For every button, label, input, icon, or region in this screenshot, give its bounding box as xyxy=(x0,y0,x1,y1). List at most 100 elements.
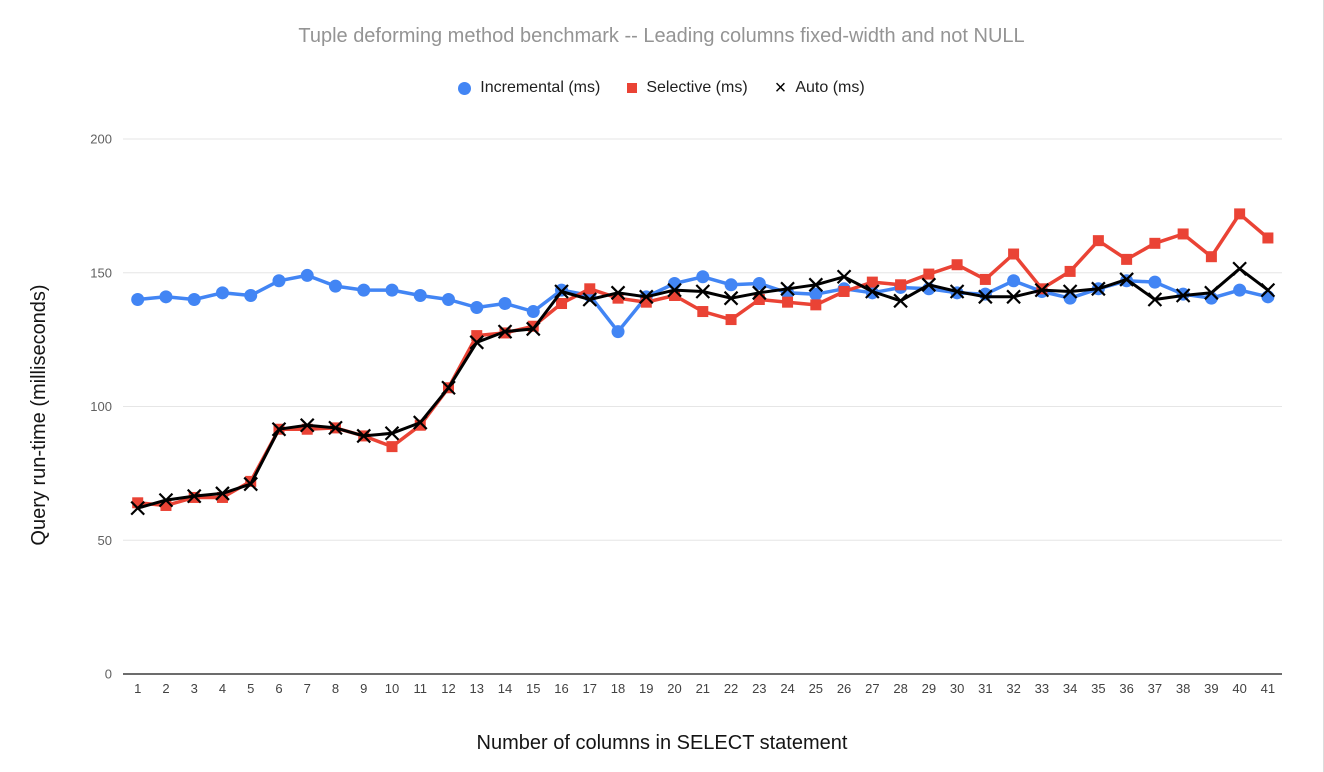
data-point-auto-ms xyxy=(243,476,258,492)
data-point-selective-ms xyxy=(895,279,907,291)
x-tick-label: 9 xyxy=(360,681,367,696)
data-point-incremental-ms xyxy=(611,325,625,339)
chart-legend: Incremental (ms) Selective (ms) × Auto (ms) xyxy=(0,78,1323,98)
data-point-incremental-ms xyxy=(1148,275,1162,289)
data-point-selective-ms xyxy=(838,285,850,297)
data-point-incremental-ms xyxy=(696,270,710,284)
x-tick-label: 37 xyxy=(1148,681,1162,696)
data-point-auto-ms xyxy=(271,421,287,437)
data-point-incremental-ms xyxy=(159,290,173,304)
series-incremental-ms xyxy=(131,268,1275,339)
series-layer xyxy=(130,208,1276,516)
data-point-auto-ms xyxy=(1119,272,1134,287)
data-point-auto-ms xyxy=(639,289,654,305)
y-tick-label: 0 xyxy=(105,667,112,682)
data-point-auto-ms xyxy=(865,284,880,299)
x-tick-label: 36 xyxy=(1119,681,1133,696)
x-tick-label: 21 xyxy=(696,681,710,696)
data-point-selective-ms xyxy=(471,330,483,342)
data-point-selective-ms xyxy=(725,314,737,326)
data-point-incremental-ms xyxy=(978,287,992,301)
x-tick-label: 12 xyxy=(441,681,455,696)
data-point-selective-ms xyxy=(1121,253,1133,265)
data-point-auto-ms xyxy=(921,277,937,293)
data-point-selective-ms xyxy=(612,292,624,304)
x-tick-label: 14 xyxy=(498,681,512,696)
data-point-auto-ms xyxy=(667,282,682,298)
x-tick-label: 40 xyxy=(1232,681,1246,696)
y-tick-label: 200 xyxy=(90,132,112,147)
data-point-selective-ms xyxy=(1064,265,1076,277)
data-point-auto-ms xyxy=(582,292,598,307)
x-tick-label: 10 xyxy=(385,681,399,696)
legend-label: Auto (ms) xyxy=(795,79,865,96)
data-point-auto-ms xyxy=(949,284,965,299)
y-axis-title: Query run-time (milliseconds) xyxy=(28,284,50,545)
data-point-auto-ms xyxy=(978,289,993,305)
data-point-auto-ms xyxy=(525,321,541,337)
data-point-incremental-ms xyxy=(724,278,738,292)
x-tick-label: 27 xyxy=(865,681,879,696)
x-tick-label: 3 xyxy=(191,681,198,696)
data-point-selective-ms xyxy=(527,320,539,332)
data-point-incremental-ms xyxy=(1261,290,1275,304)
x-tick-label: 16 xyxy=(554,681,568,696)
data-point-auto-ms xyxy=(723,290,739,306)
x-tick-label: 26 xyxy=(837,681,851,696)
data-point-selective-ms xyxy=(753,294,765,305)
data-point-incremental-ms xyxy=(1233,283,1247,297)
data-point-incremental-ms xyxy=(1007,274,1021,288)
series-line-auto-ms xyxy=(136,267,1270,510)
x-tick-label: 28 xyxy=(893,681,907,696)
y-tick-label: 50 xyxy=(98,533,112,548)
data-point-auto-ms xyxy=(1006,289,1021,305)
data-point-auto-ms xyxy=(1175,288,1191,303)
data-point-selective-ms xyxy=(160,499,172,511)
data-point-selective-ms xyxy=(951,259,963,271)
data-point-selective-ms xyxy=(556,298,568,310)
data-point-incremental-ms xyxy=(272,274,286,288)
x-tick-label: 20 xyxy=(667,681,681,696)
data-point-auto-ms xyxy=(752,285,767,301)
data-point-auto-ms xyxy=(893,293,908,309)
legend-item-auto-ms: × Auto (ms) xyxy=(775,78,865,98)
series-line-selective-ms xyxy=(135,212,1270,508)
x-tick-label: 41 xyxy=(1261,681,1275,696)
x-tick-label: 7 xyxy=(304,681,311,696)
data-point-auto-ms xyxy=(836,269,852,285)
data-point-selective-ms xyxy=(386,441,398,453)
x-tick-label: 29 xyxy=(922,681,936,696)
x-tick-label: 1 xyxy=(134,681,141,696)
data-point-selective-ms xyxy=(301,423,313,435)
data-point-auto-ms xyxy=(1204,285,1219,301)
data-point-auto-ms xyxy=(412,415,428,430)
data-point-selective-ms xyxy=(584,283,596,295)
data-point-auto-ms xyxy=(1091,281,1106,297)
data-point-auto-ms xyxy=(1034,282,1050,298)
series-selective-ms xyxy=(132,208,1274,511)
chart-title: Tuple deforming method benchmark -- Lead… xyxy=(298,25,1025,47)
y-tick-label: 100 xyxy=(90,399,112,414)
x-tick-label: 4 xyxy=(219,681,226,696)
data-point-auto-ms xyxy=(356,428,372,444)
square-marker-icon xyxy=(627,83,638,93)
data-point-auto-ms xyxy=(610,285,626,301)
data-point-auto-ms xyxy=(469,335,485,350)
data-point-incremental-ms xyxy=(809,287,823,301)
data-point-selective-ms xyxy=(1177,228,1189,240)
series-auto-ms xyxy=(130,261,1276,516)
x-tick-label: 17 xyxy=(583,681,597,696)
data-point-selective-ms xyxy=(697,306,709,318)
legend-item-selective-ms: Selective (ms) xyxy=(627,79,748,97)
data-point-selective-ms xyxy=(1234,208,1246,220)
data-point-selective-ms xyxy=(979,273,991,285)
data-point-selective-ms xyxy=(810,299,822,311)
data-point-selective-ms xyxy=(1205,251,1217,263)
x-tick-label: 15 xyxy=(526,681,540,696)
data-point-auto-ms xyxy=(299,417,315,433)
data-point-incremental-ms xyxy=(498,297,512,311)
x-tick-label: 5 xyxy=(247,681,254,696)
data-point-incremental-ms xyxy=(357,283,371,297)
data-point-auto-ms xyxy=(1062,284,1078,299)
